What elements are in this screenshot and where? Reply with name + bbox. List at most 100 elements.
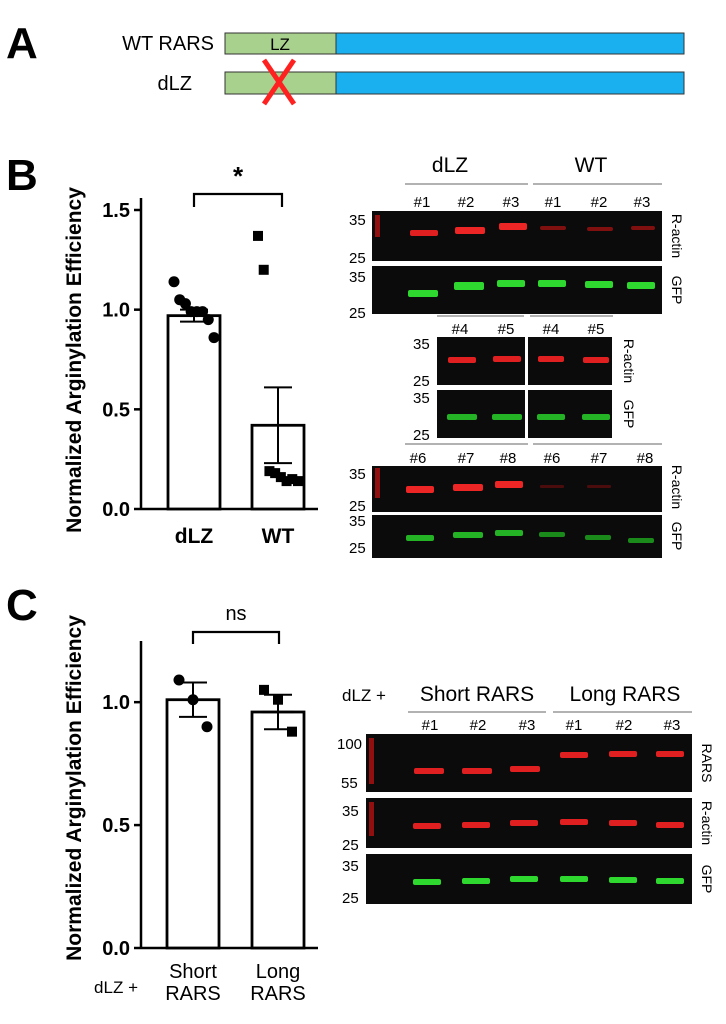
blot-c-marker-35: 35 [342,803,359,820]
blot-band [538,356,564,362]
blot-band [492,414,522,420]
blot-b-group-dlz: dLZ [432,154,468,177]
blot-band [495,530,523,536]
y-tick-label: 1.5 [102,200,130,222]
blot-band [462,822,490,828]
construct-wt-label: WT RARS [122,33,214,55]
blot-b-marker-25: 25 [349,498,366,515]
panel-b-label: B [6,151,38,200]
construct-dlz-label: dLZ [158,73,192,95]
blot-b-lane: #7 [458,450,475,467]
chart-c-plot: 0.0 0.5 1.0 Short RARS Long RARS [102,641,318,1005]
data-point [253,230,263,241]
blot-b-marker-25: 25 [349,305,366,322]
blot-c-rars-label: RARS [699,744,715,783]
chart-b-significance: * [233,161,244,191]
chart-b-sig-bracket [192,192,284,207]
blot-band [448,357,476,363]
blot-band [538,280,566,287]
data-point [264,466,275,477]
blot-band [609,751,637,757]
data-point [173,674,185,686]
blot-band [631,226,655,230]
panel-b-blot: dLZ WT #1 #2 #3 #1 #2 #3 35 25 R-actin 3… [349,154,685,558]
blot-band [495,481,523,488]
blot-band [408,290,438,297]
blot-c-ractin-label: R-actin [699,801,715,845]
blot-b-lane: #2 [458,194,475,211]
y-tick-label: 0.5 [102,815,130,837]
data-point [270,468,281,479]
blot-b-lane: #2 [591,194,608,211]
data-point [201,721,213,733]
blot-band [587,485,611,488]
data-point [187,694,199,706]
blot-b-marker-35: 35 [349,212,366,229]
blot-band [447,414,477,420]
blot-c-lane: #2 [616,717,633,734]
blot-band [628,538,654,543]
blot-c-rars-membrane [366,734,692,792]
blot-band [406,486,434,493]
blot-b-lane: #6 [544,450,561,467]
x-category-label: Short RARS [165,961,221,1005]
blot-b-marker-25: 25 [413,427,430,444]
blot-b-gfp-label-2: GFP [621,400,637,429]
blot-band [656,751,684,757]
blot-band [453,484,483,491]
blot-c-marker-25: 25 [342,837,359,854]
data-point [259,684,269,695]
blot-b-marker-35: 35 [349,466,366,483]
blot-b-marker-35: 35 [413,336,430,353]
blot-b-group-wt: WT [575,154,608,177]
dlz-rars-body [335,71,685,95]
blot-band [455,227,485,234]
blot-band [413,823,441,829]
x-category-label: Long RARS [250,961,306,1005]
blot-b-ractin-label-2: R-actin [621,339,637,383]
blot-band [609,877,637,883]
blot-c-lane: #1 [566,717,583,734]
blot-band [414,768,444,774]
y-tick-label: 1.0 [102,300,130,322]
blot-c-lane: #3 [664,717,681,734]
blot-c-gfp-label: GFP [699,865,715,894]
blot-b-marker-35: 35 [349,513,366,530]
ladder-band [369,738,374,784]
blot-band [583,357,609,363]
data-point [197,306,209,318]
blot-band [582,414,610,420]
blot-b-marker-35: 35 [413,390,430,407]
chart-b-ylabel: Normalized Arginylation Efficiency [63,187,86,533]
blot-band [462,878,490,884]
blot-b-lane: #8 [637,450,654,467]
blot-b-lane: #4 [452,321,469,338]
blot-b-lane: #4 [543,321,560,338]
chart-c-significance: ns [225,603,246,625]
deletion-x-mark [261,58,297,106]
panel-b: B Normalized Arginylation Efficiency 0.0… [6,151,318,548]
bar [165,698,221,950]
data-point [202,314,214,326]
blot-band [587,227,613,231]
data-point [293,476,303,487]
x-category-label: dLZ [175,525,214,548]
blot-band [493,356,521,362]
blot-b-lane: #8 [500,450,517,467]
blot-band [539,532,565,537]
blot-band [609,820,637,826]
blot-band [462,768,492,774]
blot-c-lane: #2 [470,717,487,734]
panel-a-label: A [6,19,38,68]
blot-band [510,766,540,772]
blot-c-group-short: Short RARS [420,683,534,706]
blot-c-marker-35: 35 [342,858,359,875]
blot-b-marker-25: 25 [349,250,366,267]
y-tick-label: 0.0 [102,938,130,960]
x-category-label: WT [262,525,295,548]
data-point [275,472,286,483]
blot-band [560,752,588,758]
blot-b-lane: #3 [503,194,520,211]
blot-b-lane: #5 [498,321,515,338]
